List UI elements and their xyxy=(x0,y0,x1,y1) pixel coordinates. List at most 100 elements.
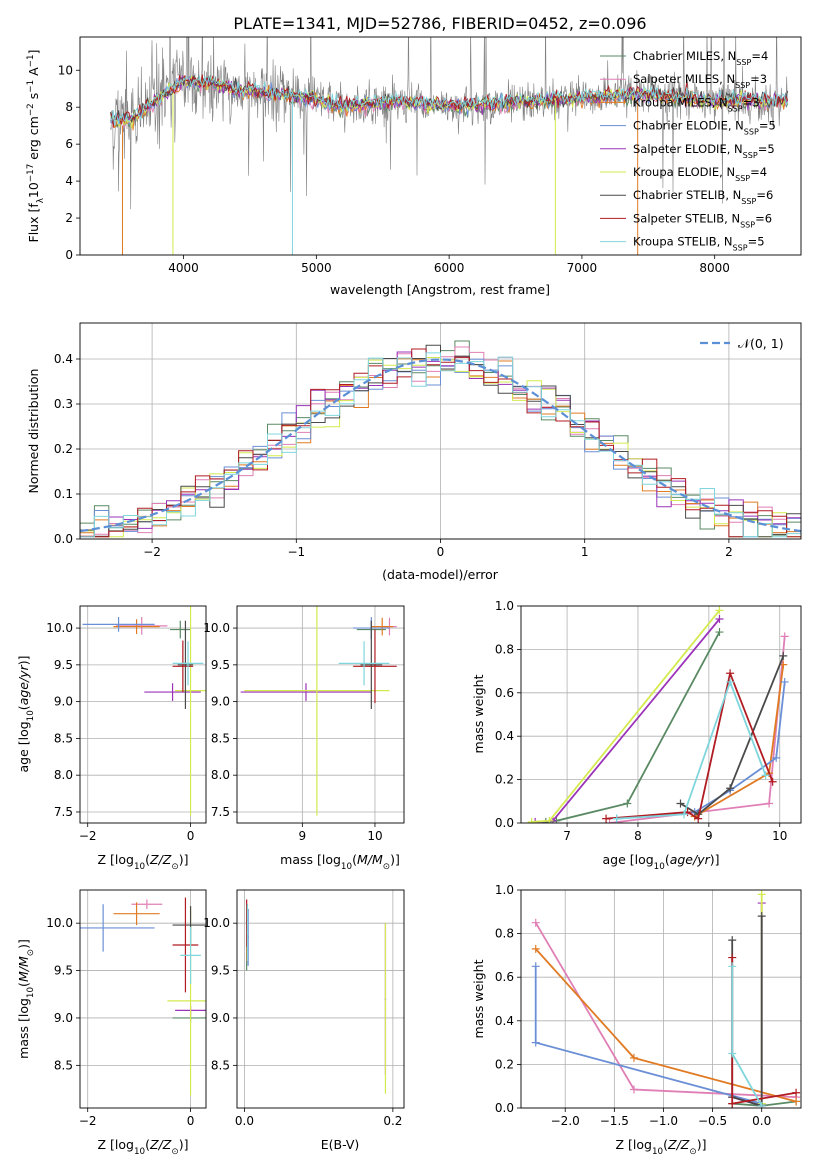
y-tick-label: 9.5 xyxy=(211,658,230,672)
weight-marker xyxy=(531,918,540,927)
plot-area-residual-histogram xyxy=(80,340,801,539)
y-tick-label: 9.0 xyxy=(211,695,230,709)
weight-marker xyxy=(629,1053,638,1062)
weight-marker xyxy=(605,819,614,823)
x-axis-label: Z [log10(Z/Z⊙)] xyxy=(616,1137,707,1157)
x-tick-label: −2 xyxy=(79,1114,97,1128)
weight-marker xyxy=(545,816,554,823)
weight-marker xyxy=(757,890,766,899)
weight-line-5 xyxy=(531,609,721,823)
x-tick-label: 10 xyxy=(772,829,787,843)
weight-marker xyxy=(531,944,540,953)
panel-age-vs-mass: 9 10 7.5 8.0 8.5 9.0 9.5 10.0 mass [log10(M/M⊙)] xyxy=(203,605,405,872)
y-tick-label: 9.5 xyxy=(211,964,230,978)
x-axis-label: mass [log10(M/M⊙)] xyxy=(280,852,400,872)
x-axis-label: wavelength [Angstrom, rest frame] xyxy=(330,282,550,297)
panel-spectrum: 4000 5000 6000 7000 8000 0 2 4 6 8 10 wavelength [A… xyxy=(26,36,802,297)
y-tick-label: 9.5 xyxy=(54,658,73,672)
x-tick-label: 1 xyxy=(581,545,589,559)
weight-marker xyxy=(728,1099,737,1108)
legend-label: Kroupa MILES, NSSP=3 xyxy=(633,95,760,113)
legend-label: Chabrier STELIB, NSSP=6 xyxy=(633,188,773,206)
panel-mass-vs-Z: −2 0 8.5 9.0 9.5 10.0 Z [log10(Z/Z⊙)] mass [log… xyxy=(16,889,207,1157)
y-tick-label: 7.5 xyxy=(211,805,230,819)
y-tick-label: 0.6 xyxy=(495,686,514,700)
y-tick-label: 9.0 xyxy=(211,1011,230,1025)
x-tick-label: 4000 xyxy=(168,261,199,275)
y-tick-label: 0.0 xyxy=(495,1101,514,1115)
x-axis-label: Z [log10(Z/Z⊙)] xyxy=(98,852,189,872)
y-tick-label: 7.5 xyxy=(54,805,73,819)
weight-line-6 xyxy=(731,916,763,1108)
y-tick-label: 1.0 xyxy=(495,599,514,613)
weight-marker xyxy=(715,615,724,624)
y-tick-label: 0.4 xyxy=(495,1014,514,1028)
weight-line-1 xyxy=(609,636,786,823)
weight-marker xyxy=(629,1085,638,1094)
panel-mass-weight-vs-Z: −2.0 −1.5 −1.0 −0.5 0.0 0.0 0.2 0.4 0.6 0.8 1.0 Z [… xyxy=(471,883,802,1157)
x-tick-label: 9 xyxy=(299,829,307,843)
x-tick-label: 0.2 xyxy=(383,1114,402,1128)
y-tick-label: 8.5 xyxy=(211,1058,230,1072)
x-tick-label: 6000 xyxy=(434,261,465,275)
x-axis-label: E(B-V) xyxy=(321,1137,360,1152)
y-tick-label: 0.2 xyxy=(54,442,73,456)
y-tick-label: 9.5 xyxy=(54,964,73,978)
x-axis-label: Z [log10(Z/Z⊙)] xyxy=(98,1137,189,1157)
x-tick-label: −2 xyxy=(143,545,161,559)
model-spectrum-8 xyxy=(110,74,789,126)
x-tick-label: 0 xyxy=(187,1114,195,1128)
y-axis-label: mass weight xyxy=(471,959,486,1038)
panel-mass-vs-EBV: 0.0 0.2 8.5 9.0 9.5 10.0 E(B-V) xyxy=(203,889,405,1152)
legend-label: Kroupa STELIB, NSSP=5 xyxy=(633,235,765,253)
weight-marker xyxy=(780,632,789,641)
y-tick-label: 9.0 xyxy=(54,1011,73,1025)
weight-marker xyxy=(728,962,737,971)
x-tick-label: 9 xyxy=(705,829,713,843)
y-tick-label: 9.0 xyxy=(54,695,73,709)
y-tick-label: 0.3 xyxy=(54,397,73,411)
weight-marker xyxy=(728,1049,737,1058)
weight-marker xyxy=(527,817,536,823)
y-axis-label: Normed distribution xyxy=(26,369,41,494)
weight-marker xyxy=(623,799,632,808)
plot-area-mass-vs-Z xyxy=(80,897,206,1096)
x-tick-label: 7000 xyxy=(567,261,598,275)
weight-marker xyxy=(715,606,724,615)
weight-line-6 xyxy=(680,655,785,816)
plot-area-spectrum xyxy=(110,37,789,255)
y-tick-label: 0.1 xyxy=(54,487,73,501)
y-tick-label: 10.0 xyxy=(203,621,230,635)
y-tick-label: 0.4 xyxy=(54,352,73,366)
y-tick-label: 0.0 xyxy=(54,532,73,546)
plot-area-mass-vs-EBV xyxy=(245,899,387,1094)
weight-marker xyxy=(761,771,770,780)
x-tick-label: 0.0 xyxy=(752,1114,771,1128)
axes-frame xyxy=(79,605,207,824)
y-axis-label: age [log10(age/yr)] xyxy=(16,655,36,772)
x-tick-label: 5000 xyxy=(301,261,332,275)
weight-marker xyxy=(715,628,724,637)
weight-marker xyxy=(765,799,774,808)
x-tick-label: 0 xyxy=(437,545,445,559)
weight-marker xyxy=(728,936,737,945)
y-tick-label: 0.8 xyxy=(495,642,514,656)
y-tick-label: 4 xyxy=(65,174,73,188)
weight-marker xyxy=(792,1088,801,1097)
legend-label: 𝒩(0, 1) xyxy=(738,336,784,351)
weight-marker xyxy=(780,677,789,686)
y-axis-label: mass [log10(M/M⊙)] xyxy=(16,939,36,1059)
weight-marker xyxy=(612,814,621,823)
weight-marker xyxy=(772,753,781,762)
x-tick-label: 8 xyxy=(634,829,642,843)
y-tick-label: 0.2 xyxy=(495,1057,514,1071)
axes-frame xyxy=(79,36,802,256)
y-tick-label: 0.6 xyxy=(495,970,514,984)
weight-marker xyxy=(531,1038,540,1047)
legend-label: Kroupa ELODIE, NSSP=4 xyxy=(633,165,767,183)
x-tick-label: 7 xyxy=(563,829,571,843)
legend-label: Salpeter ELODIE, NSSP=5 xyxy=(633,142,775,160)
weight-line-8 xyxy=(616,679,767,820)
weight-line-1 xyxy=(534,922,797,1098)
